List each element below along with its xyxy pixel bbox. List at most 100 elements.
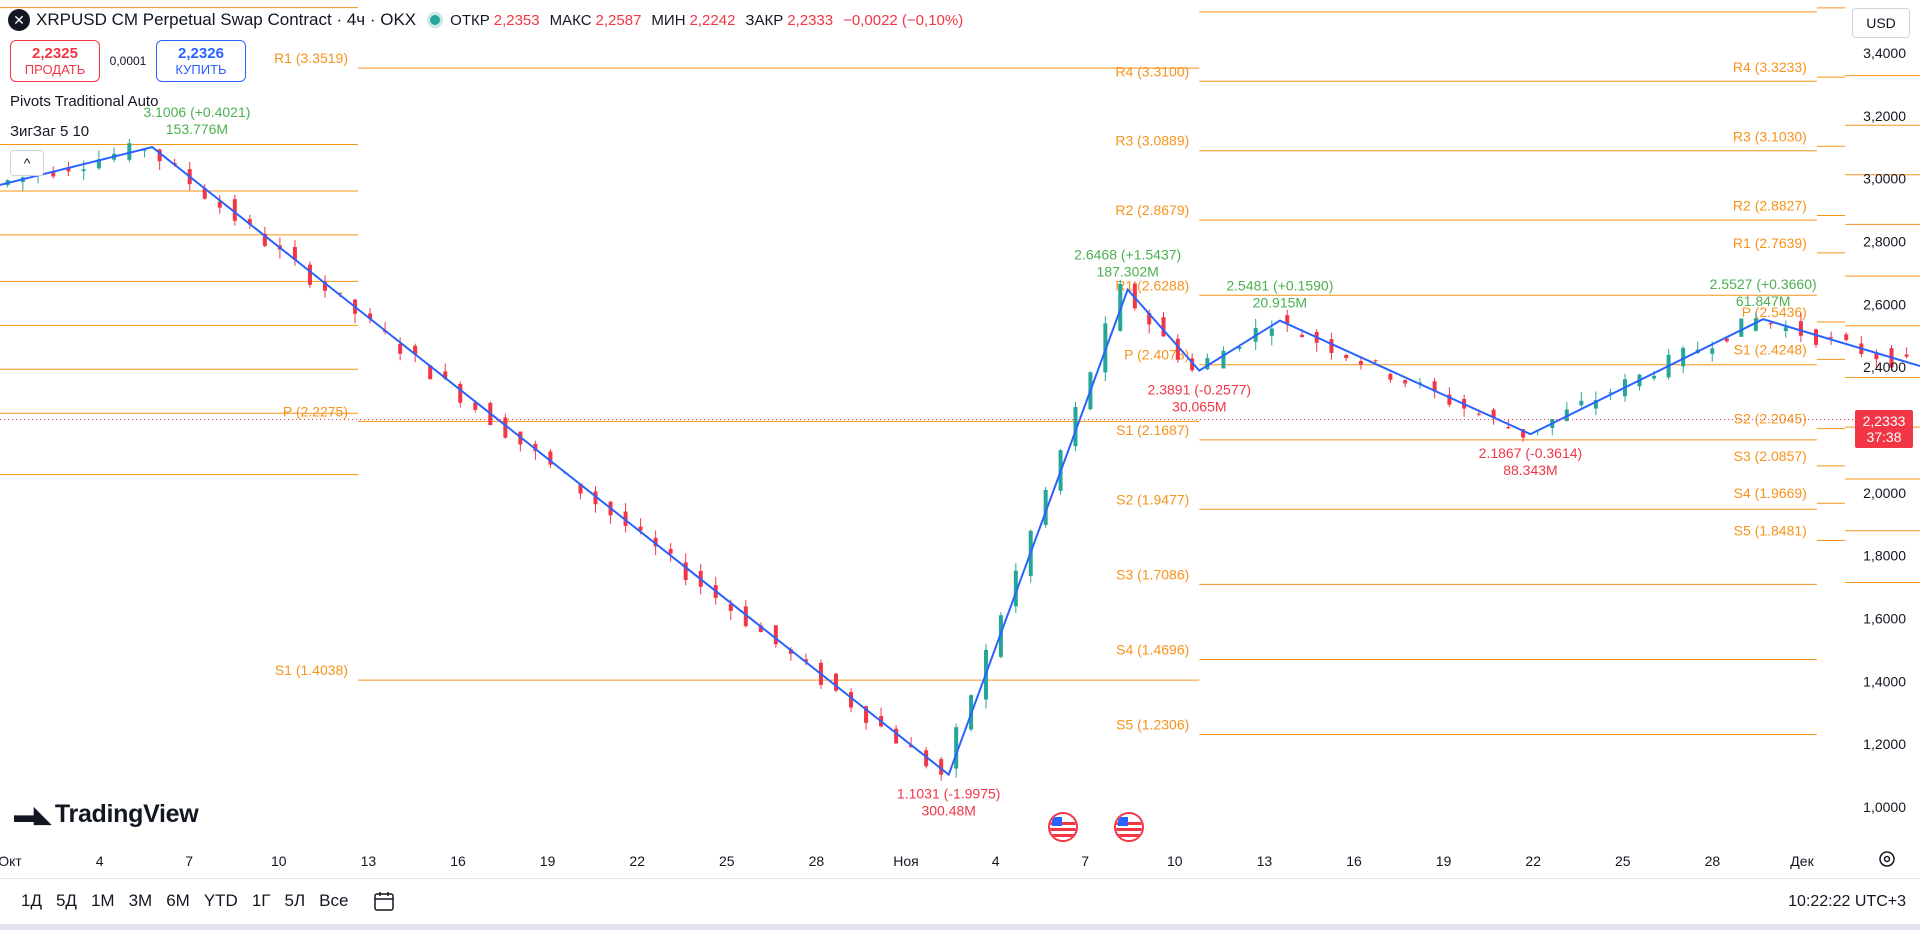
- range-1d[interactable]: 1Д: [21, 891, 42, 910]
- indicator-pivots[interactable]: Pivots Traditional Auto: [10, 93, 159, 110]
- calendar-goto-icon[interactable]: [372, 889, 396, 913]
- candle-body: [307, 264, 312, 285]
- x-tick-label: 22: [629, 853, 645, 869]
- indicator-zigzag[interactable]: ЗигЗаг 5 10: [10, 123, 90, 140]
- candle-body: [1783, 327, 1788, 332]
- candle-body: [1161, 317, 1166, 337]
- candle-body: [668, 548, 673, 554]
- pivot-levels: R1 (3.1087)P (2.9607)S1 (2.8209)S2 (2.67…: [0, 7, 1920, 736]
- candle-body: [894, 728, 899, 744]
- pivot-label: R4 (3.3100): [1115, 63, 1189, 79]
- range-all[interactable]: Все: [319, 891, 349, 910]
- candle-body: [96, 159, 101, 169]
- y-tick-label: 3,4000: [1863, 45, 1906, 61]
- candle-body: [833, 673, 838, 691]
- candle-body: [533, 443, 538, 452]
- pivot-label: S4 (1.9669): [1734, 485, 1807, 501]
- gear-icon[interactable]: [1876, 848, 1898, 870]
- candle-body: [1829, 337, 1834, 339]
- candle-body: [1579, 400, 1584, 406]
- x-tick-label: 7: [185, 853, 193, 869]
- range-1y[interactable]: 1Г: [251, 891, 271, 910]
- candle-body: [1373, 360, 1378, 362]
- sell-button[interactable]: 2,2325 ПРОДАТЬ: [10, 40, 100, 82]
- symbol-title[interactable]: XRPUSD CM Perpetual Swap Contract · 4ч ·…: [36, 10, 417, 29]
- pivot-label: S1 (1.4038): [275, 662, 348, 678]
- x-tick-label: 16: [1346, 853, 1362, 869]
- candle-body: [728, 604, 733, 611]
- range-1m[interactable]: 1М: [90, 891, 115, 910]
- x-tick-label: 25: [719, 853, 735, 869]
- y-tick-label: 2,8000: [1863, 234, 1906, 250]
- x-tick-label: 13: [361, 853, 377, 869]
- event-flag-us-2[interactable]: [1114, 812, 1144, 842]
- candle-body: [428, 365, 433, 380]
- candle-body: [1521, 429, 1526, 438]
- pivot-label: P (2.4078): [1124, 347, 1189, 363]
- zigzag-volume-label: 30.065M: [1172, 399, 1226, 415]
- currency-selector[interactable]: USD: [1852, 8, 1910, 38]
- candle-body: [1814, 329, 1819, 345]
- pivot-label: R1 (2.7639): [1733, 235, 1807, 251]
- clock-timezone[interactable]: 10:22:22 UTC+3: [1788, 893, 1906, 910]
- chevron-up-icon: ^: [23, 155, 31, 171]
- range-ytd[interactable]: YTD: [203, 891, 238, 910]
- event-flag-us[interactable]: [1048, 812, 1078, 842]
- zigzag-volume-label: 153.776M: [166, 121, 228, 137]
- candle-body: [1844, 334, 1849, 341]
- y-tick-label: 1,0000: [1863, 799, 1906, 815]
- x-tick-label: Окт: [0, 853, 22, 869]
- candle-body: [458, 383, 463, 403]
- candle-body: [1237, 346, 1242, 349]
- bottom-strip: [0, 924, 1920, 930]
- zigzag-volume-label: 20.915M: [1253, 295, 1307, 311]
- candle-body: [1768, 323, 1773, 325]
- candle-body: [413, 345, 418, 355]
- candle-body: [202, 188, 207, 199]
- candle-body: [1506, 427, 1511, 429]
- candle-body: [1147, 312, 1152, 325]
- candle-body: [1798, 321, 1803, 336]
- candle-body: [653, 537, 658, 547]
- candle-body: [292, 246, 297, 260]
- ohlc-values: ОТКР 2,2353 МАКС 2,2587 МИН 2,2242 ЗАКР 2,23…: [450, 11, 964, 29]
- zigzag-volume-label: 61.847M: [1736, 293, 1790, 309]
- market-status-icon: [430, 15, 441, 25]
- candle-body: [1753, 318, 1758, 331]
- y-tick-label: 2,4000: [1863, 359, 1906, 375]
- y-tick-label: 1,4000: [1863, 673, 1906, 689]
- candle-body: [1476, 413, 1481, 415]
- candle-body: [1403, 380, 1408, 384]
- pivot-label: R2 (2.8679): [1115, 202, 1189, 218]
- pivot-label: S2 (1.9477): [1116, 491, 1189, 507]
- pivot-label: S2 (2.2045): [1734, 411, 1807, 427]
- zigzag-price-label: 1.1031 (-1.9975): [897, 786, 1001, 802]
- candle-body: [66, 167, 71, 172]
- range-5y[interactable]: 5Л: [284, 891, 306, 910]
- candle-body: [443, 371, 448, 379]
- us-flag-icon: [1114, 812, 1144, 842]
- tradingview-logo: ▬◣ TradingView: [14, 800, 199, 828]
- candle-body: [1739, 318, 1744, 337]
- x-tick-label: 10: [271, 853, 287, 869]
- y-tick-label: 2,6000: [1863, 296, 1906, 312]
- range-3m[interactable]: 3М: [128, 891, 153, 910]
- range-6m[interactable]: 6М: [166, 891, 190, 910]
- candle-body: [473, 402, 478, 410]
- chart-header: ✕ XRPUSD CM Perpetual Swap Contract · 4ч…: [8, 8, 969, 32]
- pivot-label: S4 (1.4696): [1116, 641, 1189, 657]
- candle-body: [217, 201, 222, 208]
- candle-body: [924, 750, 929, 767]
- x-tick-label: 7: [1081, 853, 1089, 869]
- price-chart[interactable]: R1 (3.1087)P (2.9607)S1 (2.8209)S2 (2.67…: [0, 0, 1920, 878]
- axes: 3,40003,20003,00002,80002,60002,40002,20…: [0, 45, 1906, 869]
- y-tick-label: 3,2000: [1863, 108, 1906, 124]
- buy-button[interactable]: 2,2326 КУПИТЬ: [156, 40, 246, 82]
- candle-body: [1874, 352, 1879, 360]
- x-tick-label: 19: [1436, 853, 1452, 869]
- pivot-label: S3 (2.0857): [1734, 448, 1807, 464]
- zigzag-price-label: 3.1006 (+0.4021): [143, 104, 250, 120]
- range-5d[interactable]: 5Д: [55, 891, 77, 910]
- candle-body: [1432, 381, 1437, 392]
- collapse-indicators-button[interactable]: ^: [10, 150, 44, 176]
